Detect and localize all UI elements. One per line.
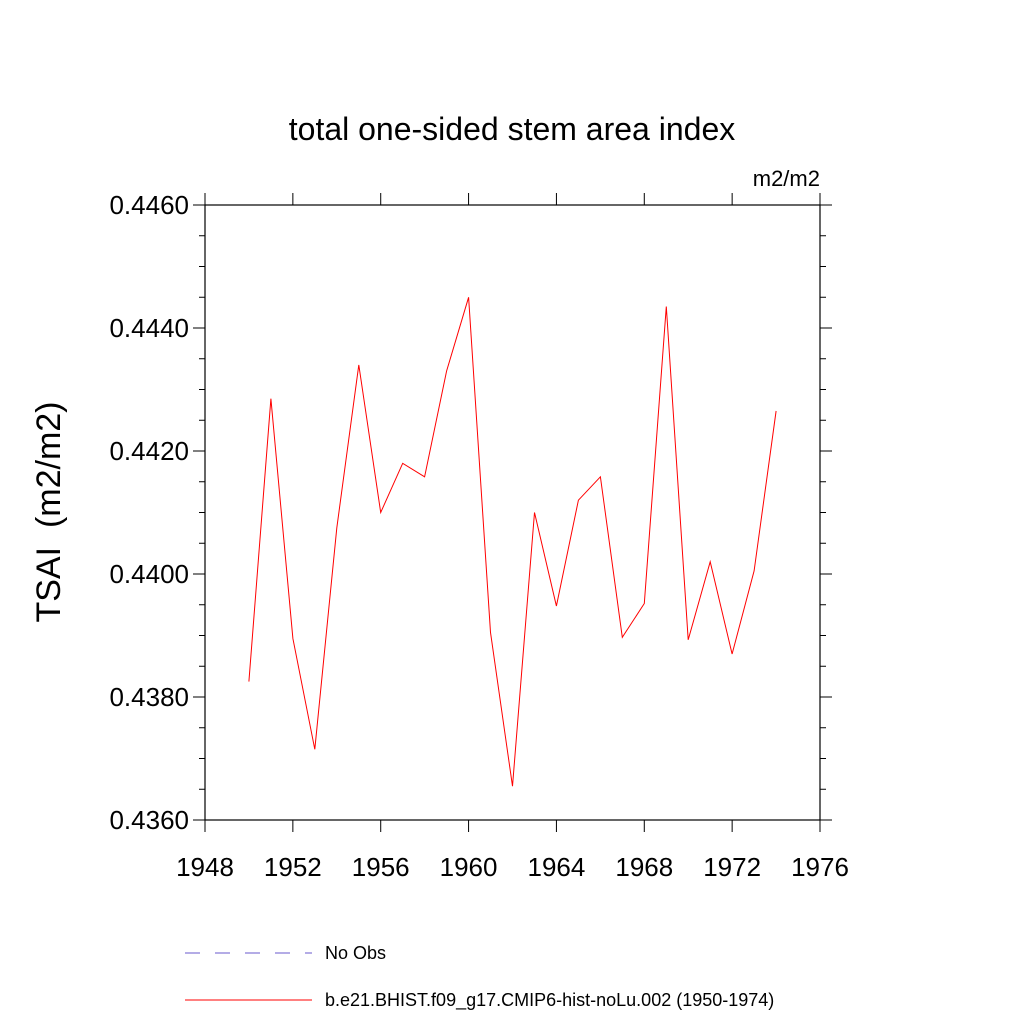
y-ticks	[193, 204, 832, 821]
series-line	[248, 297, 777, 787]
legend: No Obs b.e21.BHIST.f09_g17.CMIP6-hist-no…	[185, 943, 774, 1011]
x-tick-label: 1948	[176, 852, 234, 882]
y-tick-label: 0.4400	[109, 559, 189, 589]
plot-frame	[204, 204, 821, 821]
x-tick-label: 1968	[615, 852, 673, 882]
x-ticks	[204, 193, 821, 832]
x-tick-label: 1960	[440, 852, 498, 882]
x-tick-label: 1956	[352, 852, 410, 882]
legend-label-model: b.e21.BHIST.f09_g17.CMIP6-hist-noLu.002 …	[325, 990, 774, 1011]
x-tick-label: 1952	[264, 852, 322, 882]
x-tick-label: 1964	[528, 852, 586, 882]
y-tick-labels: 0.4360 0.4380 0.4400 0.4420 0.4440 0.4460	[109, 190, 189, 835]
y-tick-label: 0.4360	[109, 805, 189, 835]
y-tick-label: 0.4440	[109, 313, 189, 343]
y-axis-label: TSAI (m2/m2)	[30, 401, 68, 622]
x-tick-labels: 1948 1952 1956 1960 1964 1968 1972 1976	[176, 852, 849, 882]
x-tick-label: 1976	[791, 852, 849, 882]
y-tick-label: 0.4420	[109, 436, 189, 466]
y-tick-label: 0.4380	[109, 682, 189, 712]
legend-label-no-obs: No Obs	[325, 943, 386, 963]
chart-title: total one-sided stem area index	[289, 111, 735, 147]
units-label: m2/m2	[753, 166, 820, 191]
y-tick-label: 0.4460	[109, 190, 189, 220]
x-tick-label: 1972	[703, 852, 761, 882]
